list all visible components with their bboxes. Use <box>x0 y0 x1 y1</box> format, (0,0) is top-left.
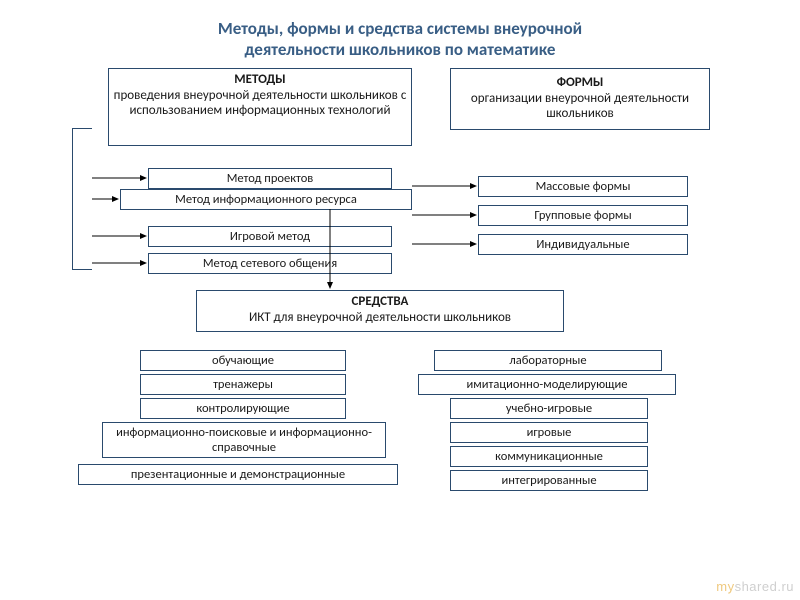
methods-header-text: проведения внеурочной деятельности школь… <box>114 88 407 119</box>
means-educational: обучающие <box>140 350 346 371</box>
means-controlling: контролирующие <box>140 398 346 419</box>
watermark: myshared.ru <box>716 579 794 594</box>
means-header: СРЕДСТВА ИКТ для внеурочной деятельности… <box>196 290 564 332</box>
method-projects: Метод проектов <box>148 168 392 189</box>
means-laboratory: лабораторные <box>434 350 662 371</box>
means-communication: коммуникационные <box>450 446 648 467</box>
means-integrated: интегрированные <box>450 470 648 491</box>
means-info-search: информационно-поисковые и информационно-… <box>102 422 386 458</box>
means-game: игровые <box>450 422 648 443</box>
watermark-rest: shared.ru <box>735 579 794 594</box>
means-simulation: имитационно-моделирующие <box>418 374 676 395</box>
page-title: Методы, формы и средства системы внеуроч… <box>30 18 770 61</box>
means-trainers: тренажеры <box>140 374 346 395</box>
means-header-bold: СРЕДСТВА <box>201 294 559 310</box>
method-info-resource: Метод информационного ресурса <box>120 189 412 210</box>
forms-header: ФОРМЫ организации внеурочной деятельност… <box>450 68 710 130</box>
title-line1: Методы, формы и средства системы внеуроч… <box>218 18 582 39</box>
form-group: Групповые формы <box>478 205 688 226</box>
method-game: Игровой метод <box>148 226 392 247</box>
title-line2: деятельности школьников по математике <box>245 39 556 60</box>
form-mass: Массовые формы <box>478 176 688 197</box>
methods-header-bold: МЕТОДЫ <box>113 72 407 88</box>
means-edu-game: учебно-игровые <box>450 398 648 419</box>
form-individual: Индивидуальные <box>478 234 688 255</box>
watermark-my: my <box>716 579 734 594</box>
forms-header-bold: ФОРМЫ <box>455 75 705 91</box>
means-presentation: презентационные и демонстрационные <box>78 464 398 485</box>
forms-header-text: организации внеурочной деятельности школ… <box>471 91 689 122</box>
methods-header: МЕТОДЫ проведения внеурочной деятельност… <box>108 68 412 146</box>
means-header-text: ИКТ для внеурочной деятельности школьник… <box>249 310 511 325</box>
method-network: Метод сетевого общения <box>148 253 392 274</box>
bracket-left <box>72 128 92 270</box>
